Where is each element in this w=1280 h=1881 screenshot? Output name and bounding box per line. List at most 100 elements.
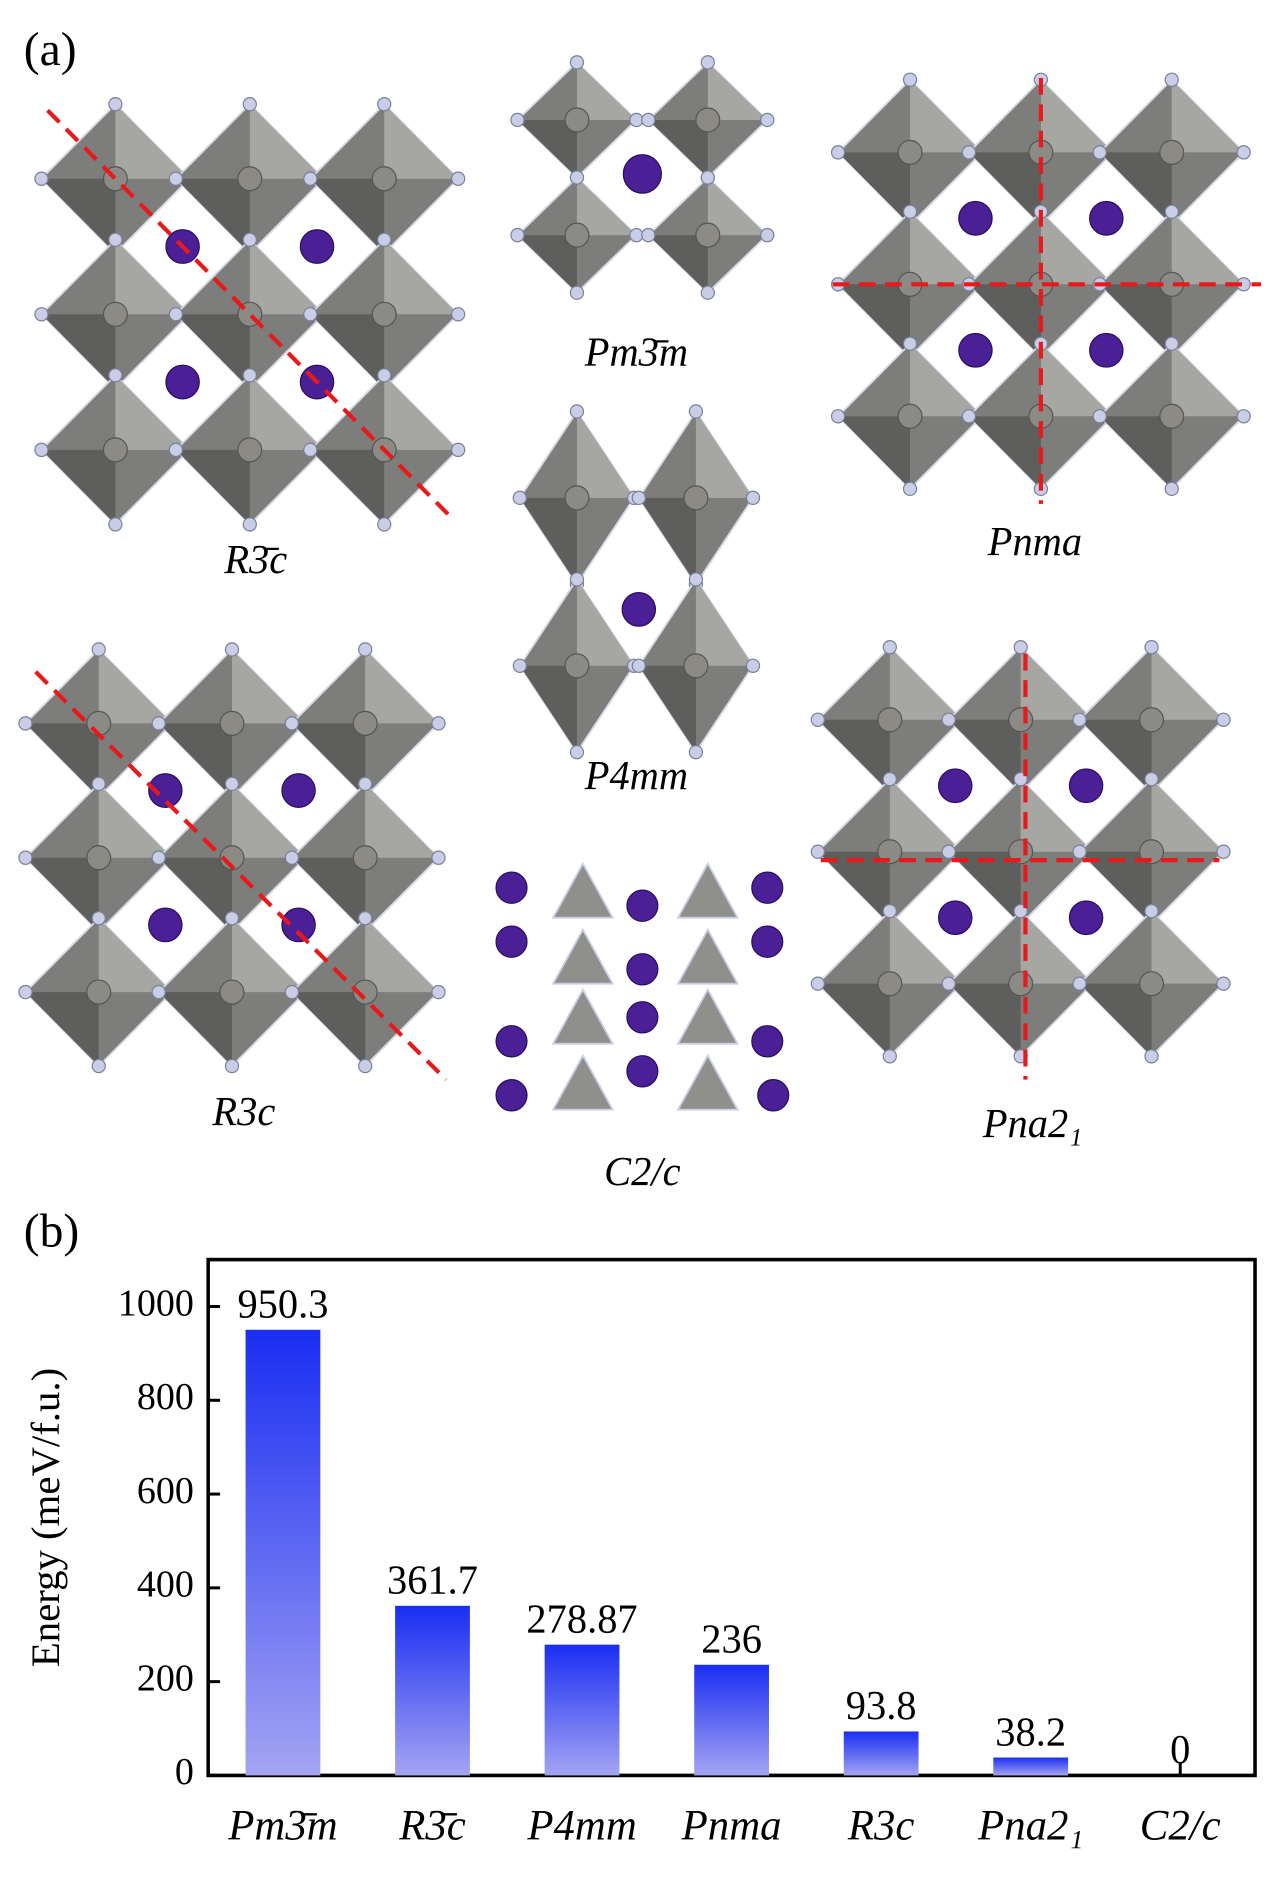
anion: [569, 404, 585, 419]
anion: [377, 96, 392, 112]
octahedron-face: [948, 851, 1021, 925]
octahedron-face: [1020, 911, 1093, 984]
octahedron-face: [910, 79, 983, 153]
anion: [151, 984, 166, 1000]
b-atom: [371, 301, 397, 327]
anion: [358, 910, 373, 926]
a-atom: [495, 1025, 528, 1058]
anion: [700, 285, 715, 300]
structure-label: P4mm: [584, 753, 688, 798]
anion: [1164, 481, 1179, 497]
a-atom: [495, 871, 528, 904]
octahedron-face: [1020, 779, 1093, 852]
b-atom: [1159, 403, 1185, 429]
anion: [242, 517, 257, 532]
anion: [358, 1058, 373, 1074]
anion: [1144, 639, 1159, 655]
octahedron-face: [817, 719, 890, 793]
tetrahedron: [676, 1053, 740, 1111]
anion: [242, 96, 257, 112]
octahedron-face: [1079, 719, 1152, 793]
value-label: 236: [701, 1616, 762, 1661]
a-atom: [626, 1055, 659, 1088]
a-atom: [1089, 332, 1124, 368]
x-tick-label: R3̄c: [398, 1802, 466, 1849]
anion: [1236, 145, 1251, 160]
octahedron-face: [1151, 779, 1224, 852]
octahedron-face: [1040, 79, 1113, 153]
octahedron-face: [910, 211, 983, 285]
octahedron-face: [695, 411, 754, 498]
panel-label: (a): [24, 23, 77, 76]
anion: [629, 112, 644, 128]
anion: [34, 442, 49, 458]
anion: [18, 984, 33, 1000]
anion: [902, 481, 918, 497]
a-atom: [1068, 768, 1104, 804]
structure-label: R3c: [211, 1089, 275, 1134]
anion: [34, 171, 49, 186]
anion: [1144, 1049, 1159, 1064]
octahedron-face: [1151, 911, 1224, 984]
octahedron-face: [1079, 983, 1152, 1057]
anion: [1013, 639, 1028, 655]
a-atom: [757, 1079, 790, 1112]
b-atom: [86, 979, 112, 1005]
anion: [1072, 844, 1087, 859]
symmetry-line: [46, 108, 454, 520]
value-label: 38.2: [995, 1709, 1066, 1754]
tetrahedron: [676, 861, 740, 919]
anion: [151, 716, 166, 731]
y-tick-label: 400: [137, 1564, 194, 1606]
anion: [810, 976, 825, 991]
anion: [688, 744, 704, 760]
anion: [631, 490, 646, 506]
tetrahedron: [551, 861, 615, 919]
anion: [108, 368, 123, 383]
b-atom: [695, 107, 721, 133]
tetrahedron: [676, 927, 740, 985]
octahedron-face: [968, 152, 1041, 225]
tetrahedron: [551, 927, 615, 985]
anion: [1164, 72, 1179, 87]
anion: [431, 850, 446, 865]
y-tick-label: 0: [175, 1751, 194, 1793]
octahedron-face: [249, 239, 324, 315]
bar: [395, 1605, 470, 1776]
anion: [569, 572, 585, 587]
anion: [1236, 409, 1251, 424]
b-atom: [564, 107, 590, 133]
anion: [377, 368, 392, 383]
anion: [224, 1058, 240, 1074]
x-tick-label: R3c: [847, 1802, 915, 1849]
a-atom: [148, 773, 183, 808]
octahedron-face: [519, 497, 577, 585]
octahedron-face: [817, 851, 890, 925]
value-label: 950.3: [237, 1281, 328, 1326]
bar: [245, 1329, 321, 1776]
anion: [108, 96, 123, 112]
octahedron-face: [968, 416, 1041, 489]
anion: [688, 572, 704, 587]
tetrahedron: [676, 987, 740, 1045]
anion: [303, 307, 318, 322]
anion: [810, 712, 825, 727]
octahedron-face: [576, 177, 637, 236]
anion: [641, 227, 656, 243]
panel-label: (b): [24, 1204, 79, 1257]
octahedron-face: [817, 983, 890, 1057]
octahedron-face: [968, 284, 1041, 357]
anion: [303, 171, 318, 186]
anion: [830, 145, 846, 160]
anion: [451, 307, 466, 322]
anion: [629, 227, 644, 243]
anion: [1216, 976, 1231, 991]
octahedron-face: [1040, 211, 1113, 285]
anion: [882, 1049, 897, 1064]
b-atom: [877, 707, 903, 733]
octahedron-face: [310, 178, 385, 254]
anion: [431, 716, 446, 731]
a-atom: [626, 889, 659, 922]
octahedron-face: [41, 178, 116, 254]
